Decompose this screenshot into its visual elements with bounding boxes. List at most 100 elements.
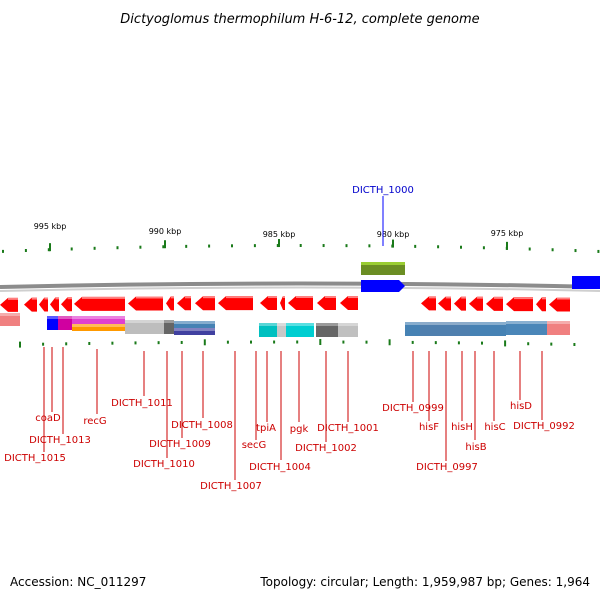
annotation-block-shine xyxy=(174,328,215,331)
label-leader-lines xyxy=(43,347,543,480)
genome-backbone-shadow xyxy=(0,286,600,292)
annotation-block[interactable] xyxy=(174,321,215,329)
reverse-gene[interactable] xyxy=(24,297,37,312)
annotation-block[interactable] xyxy=(72,324,125,331)
reverse-gene[interactable] xyxy=(50,297,59,312)
selected-gene-label[interactable]: DICTH_1000 xyxy=(352,185,414,196)
annotation-block-shine xyxy=(72,324,125,327)
tick-label-975: 975 kbp xyxy=(491,229,524,238)
gene-label-dicth-0992[interactable]: DICTH_0992 xyxy=(513,421,575,432)
gene-label-dicth-1011[interactable]: DICTH_1011 xyxy=(111,398,173,409)
gene-label-dicth-1013[interactable]: DICTH_1013 xyxy=(29,435,91,446)
rna-feature[interactable] xyxy=(361,262,405,275)
annotation-block[interactable] xyxy=(405,322,420,336)
annotation-block[interactable] xyxy=(174,328,215,335)
gene-label-hisF[interactable]: hisF xyxy=(419,422,439,433)
gene-label-hisB[interactable]: hisB xyxy=(465,442,486,453)
forward-gene-right-edge[interactable] xyxy=(572,276,600,289)
reverse-gene[interactable] xyxy=(486,296,503,311)
reverse-gene[interactable] xyxy=(260,296,277,311)
gene-label-hisH[interactable]: hisH xyxy=(451,422,473,433)
reverse-strand-genes xyxy=(0,296,570,312)
reverse-gene[interactable] xyxy=(218,296,253,311)
gene-label-dicth-1008[interactable]: DICTH_1008 xyxy=(171,420,233,431)
annotation-block[interactable] xyxy=(316,323,338,337)
gene-label-dicth-1004[interactable]: DICTH_1004 xyxy=(249,462,311,473)
tick-label-980: 980 kbp xyxy=(377,230,410,239)
gene-label-tpiA[interactable]: tpiA xyxy=(256,423,276,434)
reverse-gene[interactable] xyxy=(288,296,313,310)
gene-label-dicth-1015[interactable]: DICTH_1015 xyxy=(4,453,66,464)
gene-label-dicth-0997[interactable]: DICTH_0997 xyxy=(416,462,478,473)
gene-label-hisD[interactable]: hisD xyxy=(510,401,532,412)
annotation-block-shine xyxy=(405,322,420,325)
reverse-gene[interactable] xyxy=(195,296,215,311)
gene-label-dicth-0999[interactable]: DICTH_0999 xyxy=(382,403,444,414)
annotation-block-shine xyxy=(125,320,164,323)
reverse-gene[interactable] xyxy=(549,297,570,312)
tick-label-985: 985 kbp xyxy=(263,230,296,239)
gene-label-hisC[interactable]: hisC xyxy=(484,422,505,433)
annotation-block[interactable] xyxy=(259,323,277,337)
accession: Accession: NC_011297 xyxy=(10,575,146,589)
reverse-gene[interactable] xyxy=(317,296,336,311)
forward-gene-dicth-1000[interactable] xyxy=(361,280,405,292)
annotation-block[interactable] xyxy=(506,321,547,335)
annotation-block-shine xyxy=(72,316,125,319)
reverse-gene[interactable] xyxy=(74,296,125,311)
gene-label-recG[interactable]: recG xyxy=(83,416,106,427)
annotation-block[interactable] xyxy=(547,321,570,335)
reverse-gene[interactable] xyxy=(536,297,546,312)
annotation-block[interactable] xyxy=(470,322,506,336)
scale-tick-labels: 995 kbp 990 kbp 985 kbp 980 kbp 975 kbp xyxy=(34,222,524,239)
gene-label-pgk[interactable]: pgk xyxy=(290,424,309,435)
annotation-tracks xyxy=(0,313,570,337)
annotation-block[interactable] xyxy=(420,322,470,336)
reverse-gene[interactable] xyxy=(128,296,163,311)
gene-label-dicth-1007[interactable]: DICTH_1007 xyxy=(200,481,262,492)
reverse-gene[interactable] xyxy=(0,297,18,312)
gene-label-dicth-1009[interactable]: DICTH_1009 xyxy=(149,439,211,450)
gene-label-dicth-1002[interactable]: DICTH_1002 xyxy=(295,443,357,454)
reverse-gene[interactable] xyxy=(469,296,483,311)
annotation-block[interactable] xyxy=(338,323,358,337)
gene-labels: coaD DICTH_1013 DICTH_1015 recG DICTH_10… xyxy=(4,398,575,492)
annotation-block-shine xyxy=(0,313,20,316)
annotation-block[interactable] xyxy=(277,323,286,337)
reverse-gene[interactable] xyxy=(166,296,174,311)
annotation-block-shine xyxy=(506,321,547,324)
gene-label-dicth-1010[interactable]: DICTH_1010 xyxy=(133,459,195,470)
genome-backbone xyxy=(0,281,600,289)
annotation-block[interactable] xyxy=(47,316,58,330)
gene-label-dicth-1001[interactable]: DICTH_1001 xyxy=(317,423,379,434)
reverse-gene[interactable] xyxy=(340,296,358,311)
annotation-block-shine xyxy=(174,321,215,324)
annotation-block-shine xyxy=(420,322,470,325)
tick-label-995: 995 kbp xyxy=(34,222,67,231)
annotation-block[interactable] xyxy=(164,320,174,334)
annotation-block[interactable] xyxy=(125,320,164,334)
reverse-gene[interactable] xyxy=(177,296,191,311)
scale-ticks xyxy=(2,239,600,348)
reverse-gene[interactable] xyxy=(280,296,285,311)
annotation-block[interactable] xyxy=(286,323,314,337)
annotation-block-shine xyxy=(259,323,277,326)
annotation-block-shine xyxy=(58,316,72,319)
reverse-gene[interactable] xyxy=(421,296,436,311)
annotation-block[interactable] xyxy=(0,313,20,326)
gene-label-coaD[interactable]: coaD xyxy=(35,413,61,424)
annotation-block[interactable] xyxy=(58,316,72,330)
annotation-block[interactable] xyxy=(72,316,125,324)
annotation-block-shine xyxy=(547,321,570,324)
annotation-block-shine xyxy=(164,320,174,323)
rna-feature-highlight xyxy=(361,262,405,265)
reverse-gene[interactable] xyxy=(39,297,48,312)
annotation-block-shine xyxy=(47,316,58,319)
annotation-block-shine xyxy=(316,323,338,326)
reverse-gene[interactable] xyxy=(506,297,533,312)
reverse-gene[interactable] xyxy=(438,296,451,311)
reverse-gene[interactable] xyxy=(61,297,72,312)
reverse-gene[interactable] xyxy=(454,296,466,311)
gene-label-secG[interactable]: secG xyxy=(242,440,267,451)
